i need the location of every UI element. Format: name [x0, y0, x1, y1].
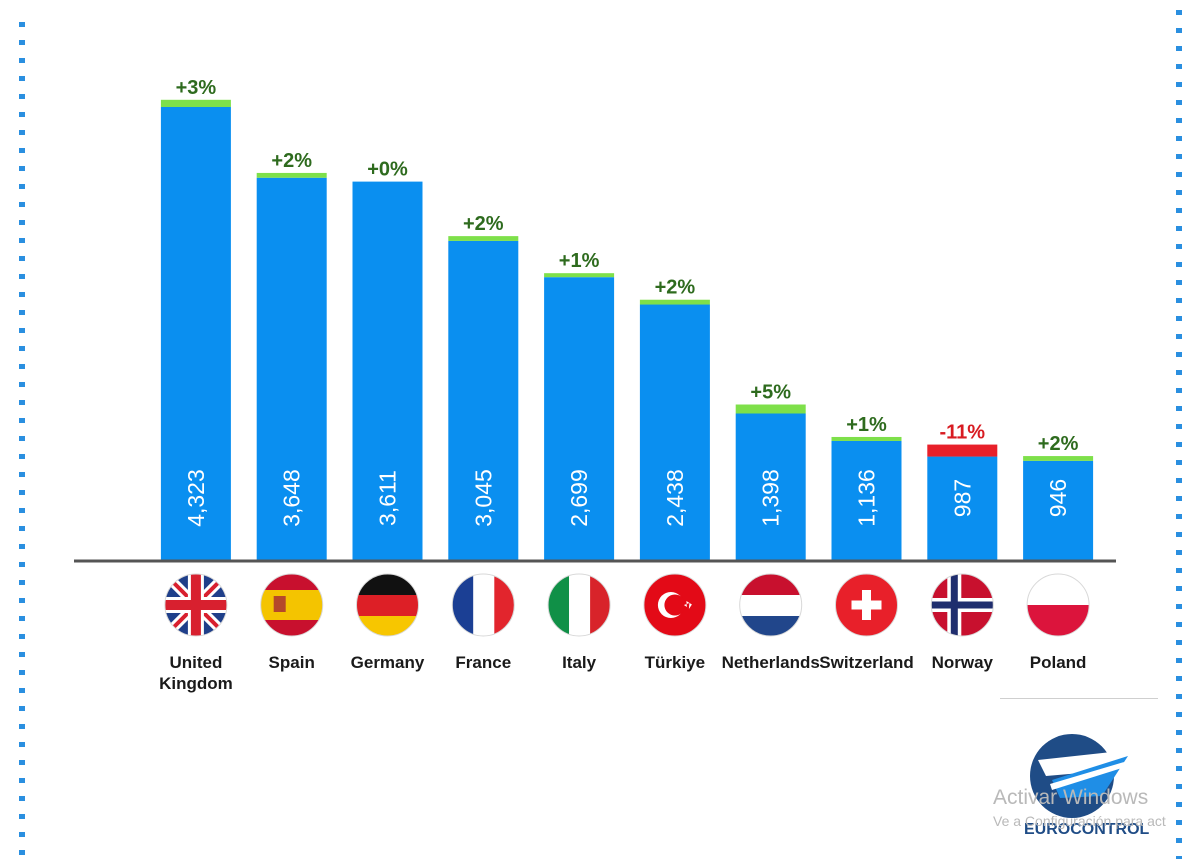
change-strip-poland	[1023, 456, 1094, 461]
change-strip-france	[448, 236, 519, 241]
flag-france-icon	[451, 573, 515, 637]
bar-spain	[256, 177, 327, 561]
eurocontrol-emblem-icon: EUROCONTROL	[1024, 734, 1150, 838]
value-label-switzerland: 1,136	[854, 469, 880, 527]
logo-text: EUROCONTROL	[1024, 821, 1150, 838]
change-strip-italy	[544, 273, 615, 278]
value-label-netherlands: 1,398	[758, 469, 784, 527]
category-label-switzerland: Switzerland	[819, 653, 913, 672]
category-label-france: France	[455, 653, 511, 672]
category-label-norway: Norway	[932, 653, 994, 672]
change-label-t-rkiye: +2%	[655, 277, 696, 299]
flag-germany-icon	[356, 573, 419, 637]
flag-uk-icon	[164, 573, 228, 637]
value-label-spain: 3,648	[279, 469, 305, 527]
bar-switzerland	[831, 440, 902, 560]
watermark-line-1: Activar Windows	[993, 786, 1149, 809]
change-label-germany: +0%	[367, 159, 408, 181]
value-label-italy: 2,699	[566, 469, 592, 527]
bar-italy	[544, 277, 615, 560]
flag-netherlands-icon	[739, 573, 803, 637]
flag-norway-icon	[930, 573, 994, 637]
value-label-t-rkiye: 2,438	[662, 469, 688, 527]
flag-switzerland-icon	[835, 573, 898, 637]
left-dotted-border	[19, 22, 25, 859]
flag-italy-icon	[547, 573, 611, 637]
bar-t-rkiye	[639, 304, 710, 560]
flag-poland-icon	[1026, 573, 1090, 637]
category-label-germany: Germany	[351, 653, 425, 672]
flag-spain-icon	[260, 573, 324, 637]
category-label-poland: Poland	[1030, 653, 1087, 672]
watermark-line-2: Ve a Configuración para act	[993, 813, 1166, 829]
change-label-spain: +2%	[271, 150, 312, 172]
value-label-poland: 946	[1045, 479, 1071, 517]
bar-poland	[1023, 460, 1094, 560]
change-label-france: +2%	[463, 213, 504, 235]
change-strip-t-rkiye	[639, 299, 710, 305]
change-strip-united-kingdom	[160, 99, 231, 107]
category-label-spain: Spain	[269, 653, 315, 672]
category-label-united-kingdom: United Kingdom	[159, 653, 233, 693]
change-label-united-kingdom: +3%	[176, 77, 217, 99]
category-label-italy: Italy	[562, 653, 597, 672]
bar-united-kingdom	[160, 107, 231, 560]
value-label-france: 3,045	[470, 469, 496, 527]
change-strip-spain	[256, 172, 327, 178]
category-label-netherlands: Netherlands	[722, 653, 820, 672]
value-label-germany: 3,611	[375, 470, 401, 526]
category-label-t-rkiye: Türkiye	[645, 653, 705, 672]
change-strip-norway	[927, 444, 998, 457]
change-strip-netherlands	[735, 404, 806, 414]
value-label-norway: 987	[949, 479, 975, 517]
value-label-united-kingdom: 4,323	[183, 469, 209, 527]
flag-turkiye-icon	[643, 573, 707, 637]
right-dotted-border	[1176, 10, 1182, 859]
bar-france	[448, 240, 519, 560]
change-label-norway: -11%	[940, 422, 986, 444]
logo-divider	[1000, 698, 1158, 699]
change-strip-switzerland	[831, 436, 902, 441]
change-label-italy: +1%	[559, 250, 600, 272]
bar-netherlands	[735, 413, 806, 560]
bar-germany	[352, 181, 423, 560]
bar-norway	[927, 456, 998, 560]
change-label-switzerland: +1%	[846, 414, 887, 436]
change-label-poland: +2%	[1038, 433, 1079, 455]
change-label-netherlands: +5%	[750, 382, 791, 404]
eurocontrol-logo: EUROCONTROL	[1000, 698, 1170, 848]
